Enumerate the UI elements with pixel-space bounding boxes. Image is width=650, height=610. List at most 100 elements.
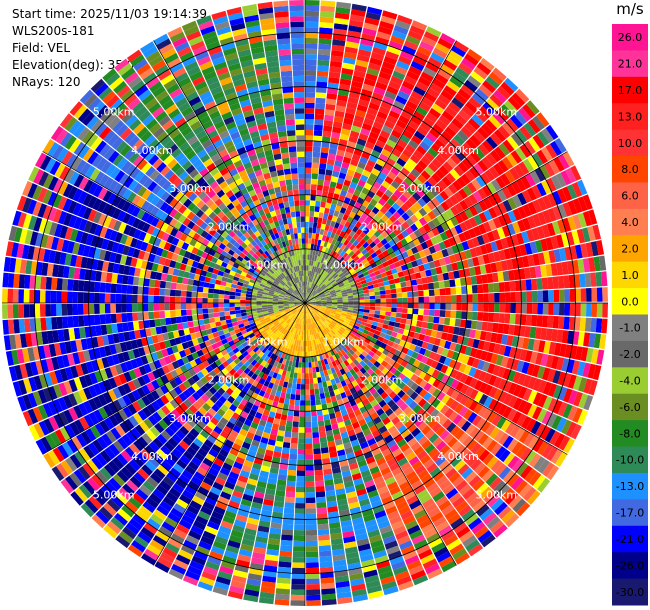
gate-cell xyxy=(467,48,483,62)
gate-cell xyxy=(522,217,532,231)
gate-cell xyxy=(438,241,447,251)
gate-cell xyxy=(360,321,367,326)
gate-cell xyxy=(302,324,304,330)
gate-cell xyxy=(319,310,325,314)
gate-cell xyxy=(348,135,358,144)
gate-cell xyxy=(310,184,317,190)
gate-cell xyxy=(261,581,276,589)
gate-cell xyxy=(388,425,398,435)
gate-cell xyxy=(408,95,421,106)
gate-cell xyxy=(78,403,89,416)
gate-cell xyxy=(202,335,209,342)
gate-cell xyxy=(200,443,211,453)
gate-cell xyxy=(307,249,311,255)
gate-cell xyxy=(444,229,453,239)
gate-cell xyxy=(343,179,351,187)
gate-cell xyxy=(305,319,308,325)
gate-cell xyxy=(142,311,149,320)
gate-cell xyxy=(591,348,599,364)
gate-cell xyxy=(324,334,329,341)
gate-cell xyxy=(40,317,47,331)
gate-cell xyxy=(289,338,294,345)
gate-cell xyxy=(324,253,330,260)
gate-cell xyxy=(272,319,278,324)
gate-cell xyxy=(291,327,296,334)
gate-cell xyxy=(391,307,397,313)
gate-cell xyxy=(468,97,482,110)
gate-cell xyxy=(314,113,324,120)
gate-cell xyxy=(363,569,378,578)
gate-cell xyxy=(390,312,397,317)
gate-cell xyxy=(300,389,305,395)
gate-cell xyxy=(294,304,300,307)
gate-cell xyxy=(318,291,324,295)
gate-cell xyxy=(550,449,563,464)
gate-cell xyxy=(261,303,268,306)
gate-cell xyxy=(226,322,233,329)
gate-cell xyxy=(457,88,471,101)
gate-cell xyxy=(312,426,319,433)
gate-cell xyxy=(345,228,352,235)
gate-cell xyxy=(482,341,491,352)
gate-cell xyxy=(378,282,385,287)
gate-cell xyxy=(500,81,515,96)
gate-cell xyxy=(118,409,128,421)
gate-cell xyxy=(287,332,292,338)
gate-cell xyxy=(285,359,290,366)
gate-cell xyxy=(433,516,447,528)
gate-cell xyxy=(158,419,169,430)
gate-cell xyxy=(333,285,340,290)
gate-cell xyxy=(330,395,337,403)
gate-cell xyxy=(489,93,504,108)
gate-cell xyxy=(369,309,375,314)
gate-cell xyxy=(365,354,373,361)
gate-cell xyxy=(295,311,300,317)
gate-cell xyxy=(453,326,460,335)
gate-cell xyxy=(275,356,281,363)
gate-cell xyxy=(424,502,438,514)
gate-cell xyxy=(307,346,311,352)
gate-cell xyxy=(456,335,464,345)
gate-cell xyxy=(312,367,316,373)
gate-cell xyxy=(551,329,558,342)
gate-cell xyxy=(156,350,164,360)
gate-cell xyxy=(456,303,462,311)
gate-cell xyxy=(248,377,255,385)
gate-cell xyxy=(598,255,607,271)
gate-cell xyxy=(437,68,452,80)
gate-cell xyxy=(95,510,110,525)
gate-cell xyxy=(37,389,48,404)
gate-cell xyxy=(319,228,325,235)
gate-cell xyxy=(521,190,532,203)
gate-cell xyxy=(358,216,366,224)
gate-cell xyxy=(583,395,594,411)
gate-cell xyxy=(171,563,187,575)
gate-cell xyxy=(408,331,415,338)
gate-cell xyxy=(48,416,60,431)
gate-cell xyxy=(65,457,78,472)
gate-cell xyxy=(407,30,423,41)
gate-cell xyxy=(314,344,318,351)
gate-cell xyxy=(537,459,550,474)
gate-cell xyxy=(347,334,354,341)
gate-cell xyxy=(87,442,100,456)
gate-cell xyxy=(381,580,397,591)
gate-cell xyxy=(310,399,316,406)
gate-cell xyxy=(425,112,438,123)
gate-cell xyxy=(384,344,392,352)
gate-cell xyxy=(509,167,520,181)
gate-cell xyxy=(318,325,323,331)
gate-cell xyxy=(423,373,432,383)
gate-cell xyxy=(353,303,360,306)
gate-cell xyxy=(204,381,213,390)
gate-cell xyxy=(112,457,125,470)
gate-cell xyxy=(12,381,22,397)
gate-cell xyxy=(453,191,464,203)
gate-cell xyxy=(54,429,66,444)
gate-cell xyxy=(537,303,544,315)
gate-cell xyxy=(585,347,594,363)
gate-cell xyxy=(254,411,263,420)
gate-cell xyxy=(305,400,311,406)
gate-cell xyxy=(338,387,345,394)
gate-cell xyxy=(288,304,295,306)
